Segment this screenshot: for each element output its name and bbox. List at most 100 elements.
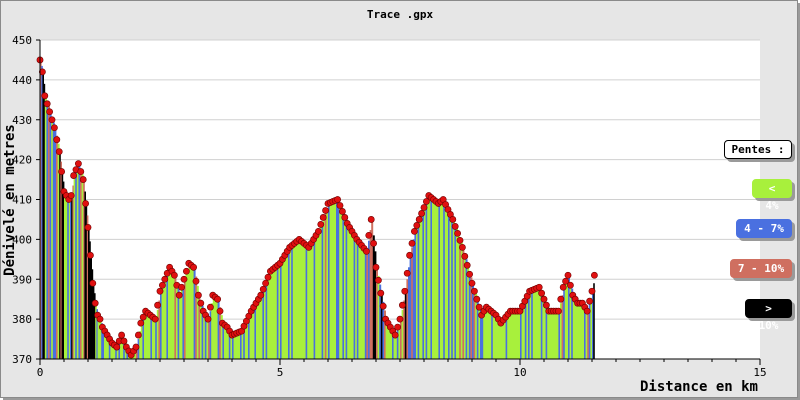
grade-bar xyxy=(225,325,228,359)
elevation-point xyxy=(461,252,469,260)
grade-bar xyxy=(219,307,222,359)
grade-bar xyxy=(260,295,263,359)
grade-bar xyxy=(43,83,46,359)
grade-bar xyxy=(108,337,111,359)
grade-bar xyxy=(494,313,497,359)
grade-bar xyxy=(147,312,150,359)
grade-bar xyxy=(272,269,274,359)
elevation-point xyxy=(118,331,125,339)
x-axis-label: Distance en km xyxy=(640,379,758,395)
grade-bar xyxy=(524,301,527,359)
elevation-point xyxy=(214,295,221,303)
grade-bar xyxy=(422,211,425,359)
grade-bar xyxy=(544,299,546,359)
grade-bar xyxy=(436,202,439,359)
grade-bar xyxy=(489,309,492,359)
elevation-point xyxy=(458,243,466,251)
elevation-point xyxy=(410,227,418,235)
elevation-point xyxy=(48,116,56,124)
elevation-point xyxy=(588,287,596,295)
grade-bar xyxy=(588,304,591,359)
grade-bar xyxy=(100,319,102,359)
grade-bar xyxy=(358,241,361,359)
grade-bar xyxy=(337,199,340,359)
grade-bar xyxy=(368,240,370,359)
grade-bar xyxy=(372,235,375,359)
grade-bar xyxy=(384,310,386,359)
elevation-point xyxy=(379,302,387,310)
grade-bar xyxy=(580,303,583,359)
grade-bar xyxy=(513,311,516,359)
grade-bar xyxy=(540,291,543,359)
grade-bar xyxy=(262,291,265,359)
grade-bar xyxy=(212,295,215,359)
grade-bar xyxy=(432,198,434,359)
grade-bar xyxy=(528,294,530,359)
elevation-point xyxy=(194,291,202,299)
grade-bar xyxy=(324,212,327,359)
grade-bar xyxy=(206,316,209,359)
grade-bar xyxy=(276,265,279,359)
grade-bar xyxy=(564,283,567,359)
grade-bar xyxy=(95,303,97,359)
elevation-point xyxy=(466,270,473,278)
grade-bar xyxy=(400,319,402,359)
grade-bar xyxy=(304,243,306,359)
grade-bar xyxy=(308,247,311,359)
grade-bar xyxy=(380,293,383,359)
grade-bar xyxy=(156,309,159,359)
grade-bar xyxy=(78,163,81,359)
elevation-point xyxy=(362,247,370,255)
elevation-point xyxy=(79,176,87,183)
grade-bar xyxy=(201,305,204,359)
grade-bar xyxy=(345,219,348,359)
elevation-point xyxy=(151,315,159,323)
grade-bar xyxy=(196,285,199,359)
grade-bar xyxy=(521,307,524,359)
grade-bar xyxy=(296,242,298,359)
grade-bar xyxy=(585,308,588,359)
grade-bar xyxy=(532,289,535,359)
grade-bar xyxy=(508,313,511,359)
grade-bar xyxy=(46,101,49,359)
grade-bar xyxy=(320,226,322,359)
grade-bar xyxy=(555,311,558,359)
grade-bar xyxy=(222,323,225,359)
elevation-point xyxy=(82,200,89,207)
grade-bar xyxy=(88,227,90,359)
grade-bar xyxy=(480,309,482,359)
grade-bar xyxy=(214,296,217,359)
elevation-point xyxy=(336,202,344,209)
elevation-point xyxy=(374,276,382,284)
grade-bar xyxy=(40,59,42,359)
elevation-point xyxy=(391,331,399,339)
grade-bar xyxy=(305,244,308,359)
elevation-point xyxy=(420,204,428,211)
grade-bar xyxy=(379,284,382,359)
grade-bar xyxy=(416,227,418,359)
elevation-point xyxy=(264,273,272,281)
elevation-point xyxy=(192,277,200,285)
grade-bar xyxy=(553,311,556,359)
grade-bar xyxy=(56,135,58,359)
grade-bar xyxy=(84,191,86,359)
grade-bar xyxy=(582,303,585,359)
elevation-point xyxy=(413,222,421,229)
elevation-point xyxy=(567,281,574,289)
grade-bar xyxy=(148,313,151,359)
grade-bar xyxy=(193,267,196,359)
grade-bar xyxy=(113,344,116,359)
grade-bar xyxy=(228,329,231,359)
grade-bar xyxy=(456,228,458,359)
grade-bar xyxy=(90,255,92,359)
grade-bar xyxy=(417,223,420,359)
grade-bar xyxy=(270,271,273,359)
grade-bar xyxy=(289,247,292,359)
grade-bar xyxy=(71,195,73,359)
elevation-point xyxy=(406,251,413,259)
grade-bar xyxy=(176,281,178,359)
elevation-point xyxy=(463,261,471,269)
grade-bar xyxy=(67,196,70,359)
grade-bar xyxy=(259,297,262,359)
grade-bar xyxy=(462,247,465,359)
